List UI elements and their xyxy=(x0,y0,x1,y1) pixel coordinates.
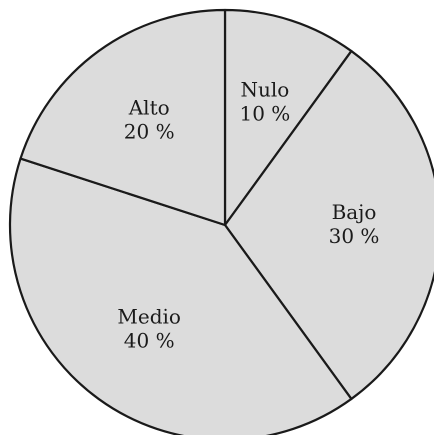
pie-slice-nulo xyxy=(223,8,353,227)
slice-value-medio: 40 % xyxy=(124,328,175,352)
slice-label-alto: Alto xyxy=(128,96,170,120)
pie-slices xyxy=(8,8,434,435)
slice-value-alto: 20 % xyxy=(124,120,175,144)
slice-label-bajo: Bajo xyxy=(332,200,377,224)
pie-slice-alto xyxy=(19,8,227,227)
slice-label-medio: Medio xyxy=(117,304,181,328)
pie-slice-bajo xyxy=(223,49,434,401)
pie-slice-medio xyxy=(8,157,353,435)
slice-label-nulo: Nulo xyxy=(240,77,289,101)
slice-value-bajo: 30 % xyxy=(329,224,380,248)
slice-value-nulo: 10 % xyxy=(239,101,290,125)
